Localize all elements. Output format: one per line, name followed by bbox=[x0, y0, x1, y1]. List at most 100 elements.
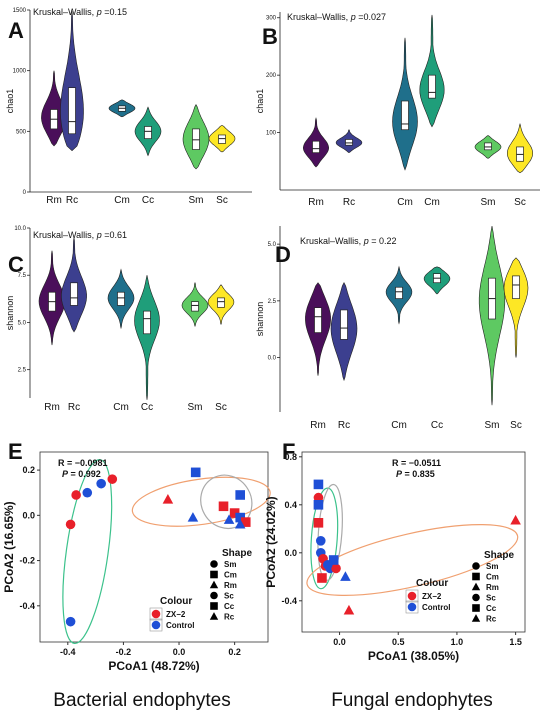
box-rm bbox=[314, 307, 322, 333]
x-tick-label-cc: Cc bbox=[141, 402, 153, 413]
data-point bbox=[162, 493, 174, 504]
y-tick-label: 10.0 bbox=[14, 226, 26, 232]
shape-legend-icon-circle bbox=[210, 591, 218, 600]
y-tick-label: -0.4 bbox=[19, 601, 35, 611]
confidence-ellipse bbox=[317, 483, 343, 581]
plot-frame bbox=[301, 451, 526, 633]
shape-legend-label: Sc bbox=[486, 594, 496, 603]
x-tick-label-cc: Cc bbox=[431, 420, 443, 431]
y-axis-label: PCoA2 (24.02%) bbox=[264, 496, 278, 587]
data-point bbox=[510, 514, 521, 525]
box-sc bbox=[218, 134, 226, 144]
data-point bbox=[315, 536, 326, 546]
stat-r-value: R = −0.0981 bbox=[58, 458, 108, 468]
colour-legend-key bbox=[149, 618, 163, 632]
violin-cc bbox=[134, 275, 160, 400]
x-tick-label: 0.5 bbox=[392, 637, 405, 647]
x-tick-label: -0.2 bbox=[116, 647, 132, 657]
x-tick-label-sm: Sm bbox=[481, 197, 496, 208]
box-rc bbox=[345, 139, 353, 146]
data-point bbox=[71, 490, 81, 500]
y-tick-label: 0.0 bbox=[22, 510, 35, 520]
shape-legend-label: Sm bbox=[224, 560, 236, 569]
data-point bbox=[234, 518, 246, 529]
violin-cm bbox=[419, 14, 445, 128]
panel-letter-a: A bbox=[8, 18, 24, 43]
shape-legend-icon-square bbox=[472, 572, 480, 581]
stat-r-value: R = −0.0511 bbox=[392, 458, 441, 468]
shape-legend-label: Cc bbox=[224, 602, 235, 611]
data-point bbox=[229, 508, 240, 518]
plot-frame bbox=[39, 451, 269, 643]
data-point bbox=[235, 490, 245, 500]
box-cm bbox=[428, 74, 436, 99]
y-tick-label: 500 bbox=[16, 129, 27, 135]
y-tick-label: 5.0 bbox=[18, 320, 27, 326]
colour-legend-dot bbox=[151, 609, 161, 619]
box-rc bbox=[340, 309, 348, 340]
box-sm bbox=[484, 142, 492, 151]
data-point bbox=[240, 517, 251, 527]
x-tick-label-rc: Rc bbox=[68, 402, 80, 413]
colour-legend-key bbox=[405, 589, 419, 603]
colour-legend-label: Control bbox=[422, 603, 450, 612]
data-point bbox=[223, 514, 235, 524]
shape-legend-icon-triangle bbox=[209, 612, 219, 620]
x-tick-label-cm: Cm bbox=[113, 402, 129, 413]
y-tick-label: 0 bbox=[23, 190, 27, 196]
panel-letter-b: B bbox=[262, 24, 278, 49]
box-rc bbox=[70, 282, 78, 306]
shape-legend-icon-triangle bbox=[209, 580, 219, 589]
panel-letter-f: F bbox=[282, 439, 295, 464]
colour-legend-key bbox=[149, 607, 163, 621]
panel-letter-e: E bbox=[8, 439, 23, 464]
x-tick-label: 1.5 bbox=[509, 637, 522, 647]
shape-legend-label: Cc bbox=[486, 604, 497, 613]
x-tick-label-rm: Rm bbox=[44, 402, 60, 413]
data-point bbox=[190, 467, 201, 478]
data-point bbox=[218, 501, 229, 512]
panel-b-chao1-fungal: 100 200 300 chao1 Kruskal–Wallis, p =0.027 Rm… bbox=[255, 12, 540, 208]
data-point bbox=[65, 616, 76, 627]
shape-legend-icon-circle bbox=[472, 562, 480, 570]
data-point bbox=[313, 518, 324, 528]
y-tick-label: 200 bbox=[266, 73, 277, 79]
y-axis-label: shannon bbox=[5, 296, 15, 331]
box-sm bbox=[191, 301, 199, 312]
x-tick-label: 0.0 bbox=[333, 637, 346, 647]
panel-a-chao1-bacterial: 0 500 1000 1500 chao1 Kruskal–Wallis, p =0.15… bbox=[5, 7, 252, 206]
data-point bbox=[328, 555, 339, 565]
x-axis-label: PCoA1 (48.72%) bbox=[108, 659, 199, 673]
data-point bbox=[107, 474, 118, 484]
y-tick-label: 2.5 bbox=[18, 368, 27, 374]
confidence-ellipse bbox=[131, 476, 271, 527]
data-point bbox=[65, 519, 76, 530]
box-rc bbox=[68, 87, 76, 135]
panel-e-pcoa-bacterial: -0.4 -0.2 0.0 0.2 -0.4 -0.2 0.0 0.2 PCoA1 (48.72… bbox=[2, 451, 271, 673]
y-tick-label: 5.0 bbox=[268, 242, 277, 248]
box-cm bbox=[401, 100, 409, 131]
colour-legend-label: Control bbox=[166, 621, 194, 630]
y-tick-label: -0.4 bbox=[281, 596, 297, 606]
y-tick-label: 0.0 bbox=[284, 548, 297, 558]
shape-legend-icon-square bbox=[210, 602, 218, 610]
stat-p-value: P = 0.992 bbox=[62, 469, 101, 479]
data-point bbox=[235, 512, 245, 523]
colour-legend-title: Colour bbox=[160, 596, 192, 607]
y-tick-label: 2.5 bbox=[268, 299, 277, 305]
y-tick-label: 100 bbox=[266, 131, 277, 137]
x-tick-label: 0.2 bbox=[228, 647, 241, 657]
data-point bbox=[313, 479, 324, 490]
panel-d-shannon-fungal: 0.0 2.5 5.0 shannon Kruskal–Wallis, p = 0.22… bbox=[255, 225, 529, 431]
data-point bbox=[96, 478, 106, 489]
colour-legend-label: ZX−2 bbox=[166, 610, 186, 619]
violin-rc bbox=[60, 11, 84, 152]
shape-legend-label: Sm bbox=[486, 562, 498, 571]
x-tick-label: 0.0 bbox=[173, 647, 186, 657]
shape-legend-icon-square bbox=[210, 570, 218, 579]
data-point bbox=[313, 500, 324, 510]
y-tick-label: 1000 bbox=[13, 69, 27, 75]
x-tick-label: -0.4 bbox=[60, 647, 76, 657]
shape-legend-label: Cm bbox=[224, 571, 237, 580]
